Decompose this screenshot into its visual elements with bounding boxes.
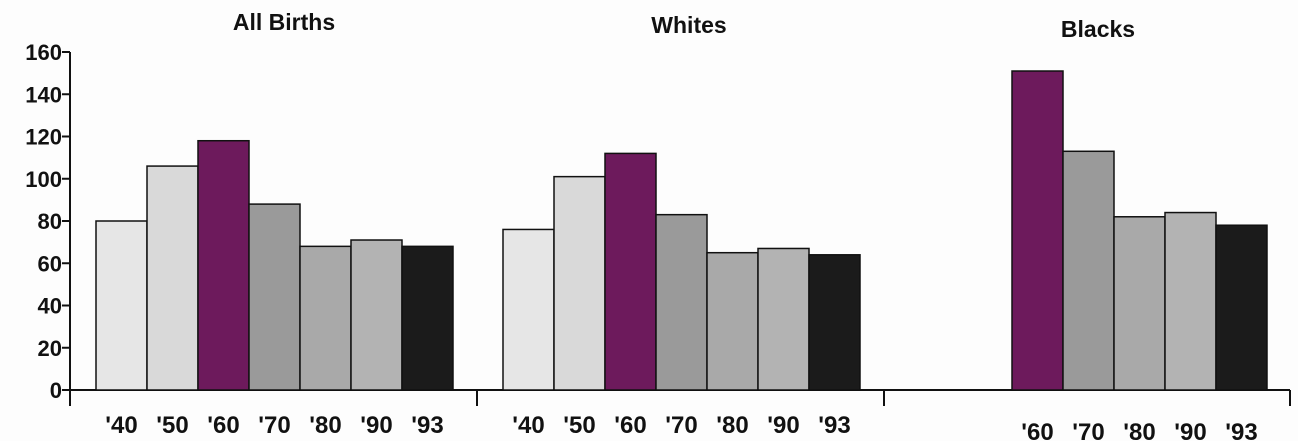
x-category-label: '70 [665,412,697,439]
panel-title: Blacks [1061,16,1135,42]
bar-blacks-4 [1215,224,1268,391]
x-category-label: '80 [309,412,341,439]
x-category-label: '80 [1123,419,1155,441]
x-category-label: '80 [716,412,748,439]
bar-all-births-6 [401,245,454,391]
bar-blacks-1 [1062,150,1115,391]
y-tick-label: 20 [38,336,62,361]
x-category-label: '60 [1021,419,1053,441]
bar-whites-5 [757,247,810,391]
y-tick-label: 160 [25,40,62,65]
x-category-label: '90 [360,412,392,439]
bar-whites-2 [604,152,657,391]
labels: 0 20 40 60 80 100 120 140 160 All Births '40 '50 '60… [25,9,1257,446]
y-tick-label: 40 [38,294,62,319]
x-category-label: '93 [411,412,443,439]
bar-whites-1 [553,175,606,391]
bar-blacks-2 [1113,216,1166,391]
x-category-label: '50 [156,412,188,439]
x-category-label: '50 [563,412,595,439]
bar-whites-4 [706,251,759,391]
bar-all-births-1 [146,165,199,391]
x-category-label: '60 [207,412,239,439]
bar-whites-6 [808,254,861,391]
y-tick-label: 60 [38,251,62,276]
y-tick-label: 100 [25,167,62,192]
y-tick-label: 120 [25,125,62,150]
bar-all-births-0 [95,220,148,391]
y-tick-label: 140 [25,82,62,107]
x-category-label: '40 [512,412,544,439]
bar-all-births-4 [299,245,352,391]
bar-all-births-5 [350,239,403,391]
bar-all-births-3 [248,203,301,391]
x-category-label: '90 [1174,419,1206,441]
panel-title: Whites [651,12,726,38]
x-category-label: '93 [818,412,850,439]
x-category-label: '93 [1225,419,1257,441]
x-category-label: '70 [258,412,290,439]
bar-whites-3 [655,213,708,391]
bar-blacks-3 [1164,211,1217,391]
bar-whites-0 [502,228,555,391]
y-tick-label: 80 [38,209,62,234]
x-category-label: '90 [767,412,799,439]
y-tick-label: 0 [50,378,62,403]
bar-all-births-2 [197,139,250,391]
bars [95,70,1268,391]
x-category-label: '70 [1072,419,1104,441]
panel-title: All Births [233,9,335,35]
bar-blacks-0 [1011,70,1064,391]
x-category-label: '40 [105,412,137,439]
x-category-label: '60 [614,412,646,439]
